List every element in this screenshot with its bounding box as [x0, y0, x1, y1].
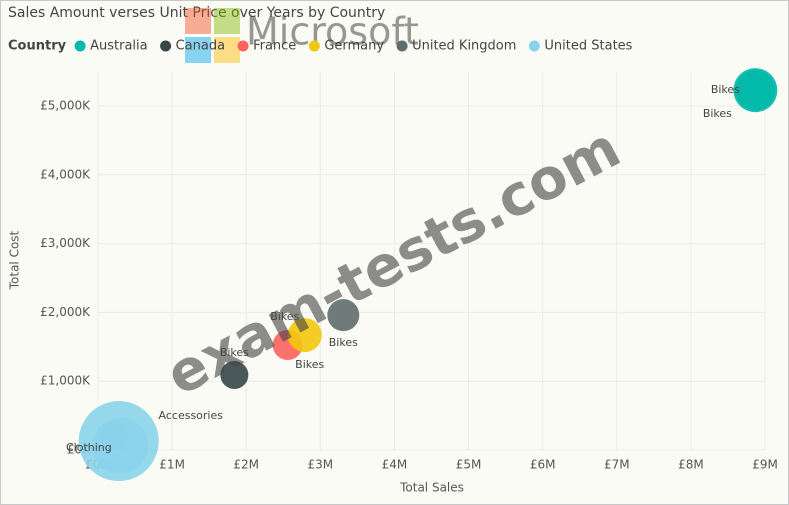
x-tick-label: £1M [159, 458, 185, 472]
point-label: Bikes [270, 310, 299, 323]
point-label: Clothing [66, 441, 112, 454]
x-tick-label: £3M [308, 458, 334, 472]
x-tick-label: £2M [233, 458, 259, 472]
legend-marker [396, 40, 408, 52]
y-tick-label: £2,000K [40, 305, 91, 319]
legend-marker [160, 40, 172, 52]
legend-marker [237, 40, 249, 52]
bubble [220, 361, 249, 390]
legend-label: Canada [176, 39, 225, 54]
x-tick-label: £5M [456, 458, 482, 472]
point-label: Bikes [329, 336, 358, 349]
legend-title: Country [8, 39, 67, 54]
legend-label: Australia [90, 39, 148, 54]
legend-marker [528, 40, 540, 52]
y-tick-label: £5,000K [40, 99, 91, 113]
legend-label: France [253, 39, 296, 54]
x-tick-label: £7M [604, 458, 630, 472]
bubble [327, 299, 360, 332]
plot: £0M£1M£2M£3M£4M£5M£6M£7M£8M£9M£0K£1,000K… [40, 68, 778, 482]
y-tick-label: £3,000K [40, 236, 91, 250]
legend-label: United States [544, 39, 632, 54]
watermark: Microsoft [246, 10, 419, 54]
legend-marker [74, 40, 86, 52]
point-label: Bikes [703, 107, 732, 120]
y-axis-title: Total Cost [8, 230, 22, 290]
chart-title: Sales Amount verses Unit Price over Year… [8, 5, 385, 21]
x-tick-label: £4M [382, 458, 408, 472]
legend-label: United Kingdom [412, 39, 516, 54]
point-label: Accessories [159, 409, 224, 422]
point-label: Bikes [220, 346, 249, 359]
x-tick-label: £8M [678, 458, 704, 472]
x-tick-label: £9M [752, 458, 778, 472]
legend-marker [308, 40, 320, 52]
bubble [287, 318, 322, 353]
x-axis-title: Total Sales [399, 481, 464, 495]
point-label: Bikes [295, 358, 324, 371]
point-label: Bikes [711, 83, 740, 96]
y-tick-label: £4,000K [40, 167, 91, 181]
bubble [735, 70, 776, 111]
bubble [92, 417, 149, 474]
watermark-logo [185, 8, 240, 63]
legend-label: Germany [324, 39, 384, 54]
x-tick-label: £6M [530, 458, 556, 472]
y-tick-label: £1,000K [40, 374, 91, 388]
